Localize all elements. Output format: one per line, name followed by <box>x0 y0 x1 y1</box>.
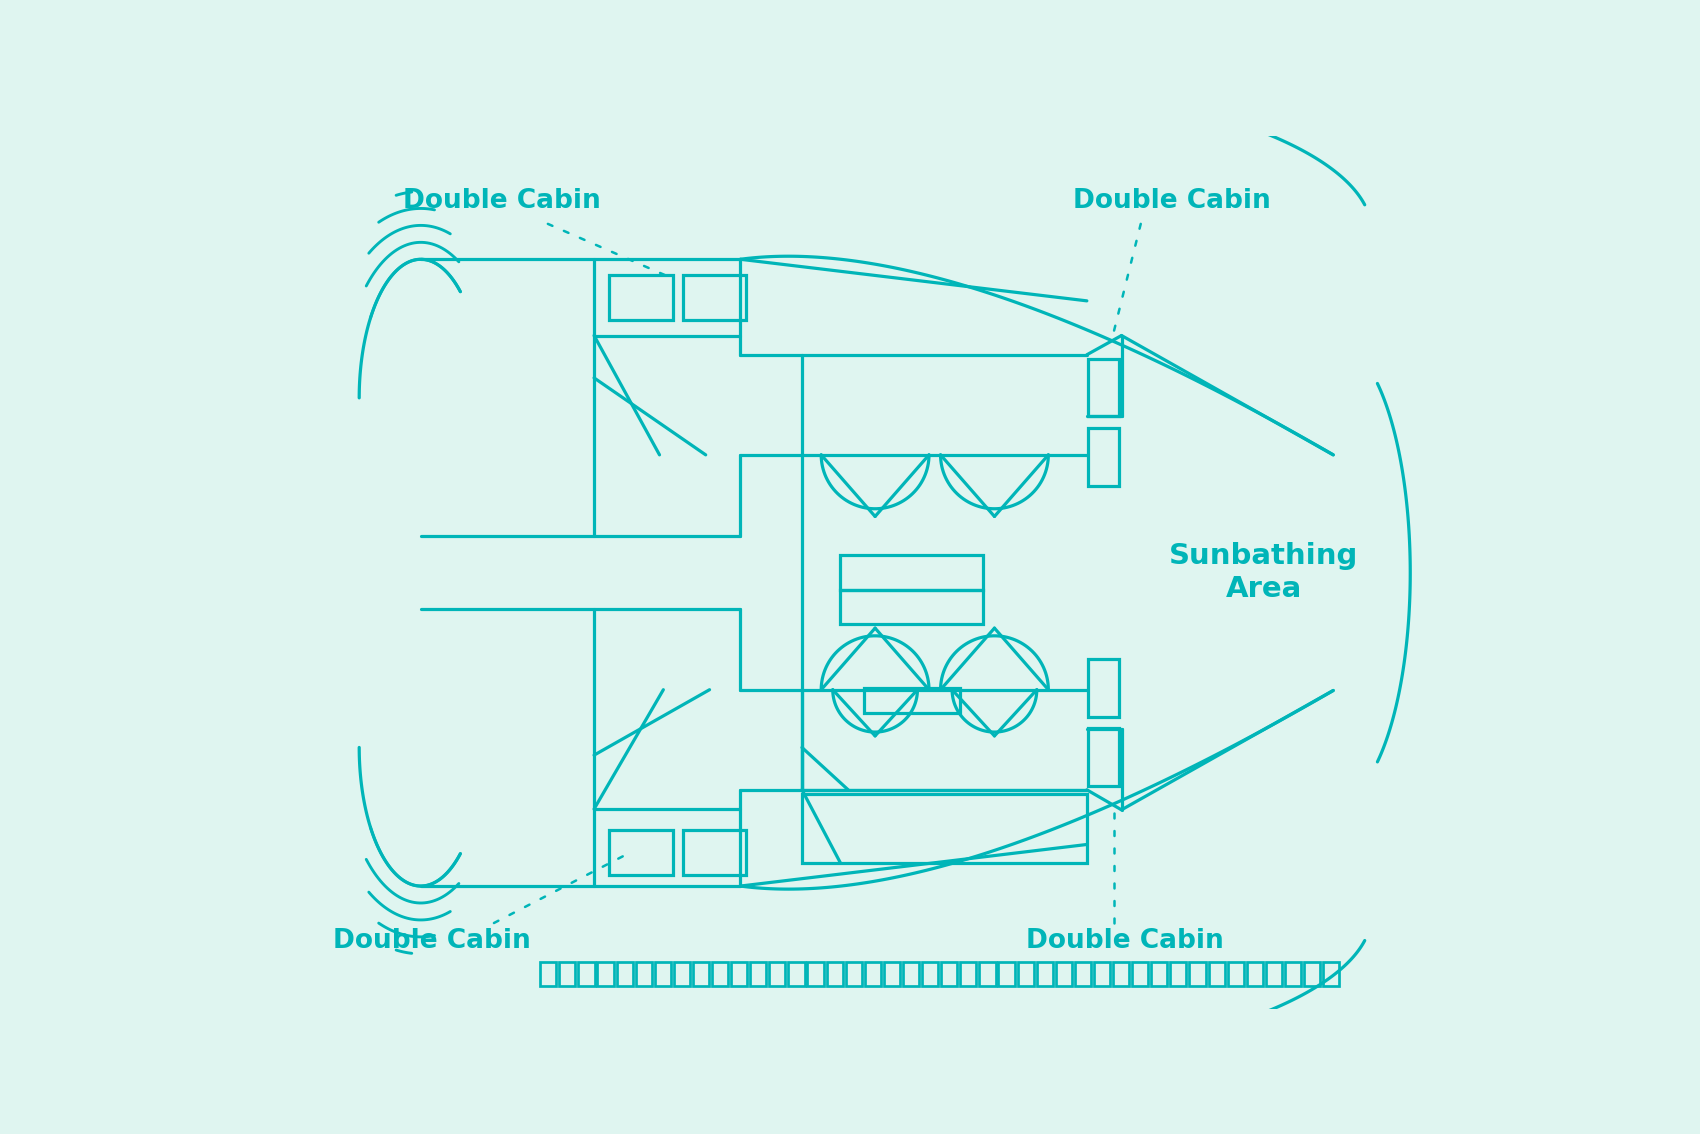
Bar <box>960 962 976 987</box>
Bar <box>609 830 673 874</box>
Bar <box>884 962 899 987</box>
Bar <box>1114 962 1129 987</box>
Bar <box>1018 962 1034 987</box>
Bar <box>1170 962 1187 987</box>
Bar <box>1323 962 1340 987</box>
Bar <box>1088 728 1119 786</box>
Bar <box>1304 962 1321 987</box>
Text: Sunbathing
Area: Sunbathing Area <box>1170 542 1358 603</box>
Text: Double Cabin: Double Cabin <box>1073 188 1270 214</box>
Bar <box>541 962 556 987</box>
Bar <box>865 962 881 987</box>
Bar <box>1132 962 1148 987</box>
Bar <box>731 962 748 987</box>
Bar <box>1056 962 1073 987</box>
Bar <box>654 962 672 987</box>
Bar <box>770 962 785 987</box>
Bar <box>617 962 632 987</box>
Bar <box>826 962 843 987</box>
Bar <box>1074 962 1091 987</box>
Bar <box>979 962 996 987</box>
Bar <box>1190 962 1205 987</box>
Bar <box>1227 962 1244 987</box>
Bar <box>712 962 728 987</box>
Bar <box>845 962 862 987</box>
Bar <box>683 276 746 320</box>
Bar <box>1285 962 1300 987</box>
Bar <box>1088 659 1119 717</box>
Bar <box>1088 358 1119 416</box>
Bar <box>1093 962 1110 987</box>
Bar <box>1209 962 1224 987</box>
Bar <box>1151 962 1168 987</box>
Bar <box>1246 962 1263 987</box>
Bar <box>942 962 957 987</box>
Bar <box>840 555 983 590</box>
Bar <box>578 962 595 987</box>
Bar <box>597 962 614 987</box>
Bar <box>673 962 690 987</box>
Bar <box>808 962 824 987</box>
Bar <box>1088 428 1119 485</box>
Bar <box>609 276 673 320</box>
Bar <box>903 962 920 987</box>
Text: Double Cabin: Double Cabin <box>403 188 600 214</box>
Bar <box>750 962 767 987</box>
Bar <box>683 830 746 874</box>
Bar <box>789 962 804 987</box>
Text: Double Cabin: Double Cabin <box>333 929 530 955</box>
Bar <box>559 962 575 987</box>
Bar <box>636 962 651 987</box>
Bar <box>864 688 960 713</box>
Text: Double Cabin: Double Cabin <box>1027 929 1224 955</box>
Bar <box>921 962 938 987</box>
Bar <box>802 794 1086 863</box>
Bar <box>694 962 709 987</box>
Bar <box>1266 962 1282 987</box>
Bar <box>1037 962 1052 987</box>
Bar <box>840 590 983 624</box>
Bar <box>998 962 1015 987</box>
